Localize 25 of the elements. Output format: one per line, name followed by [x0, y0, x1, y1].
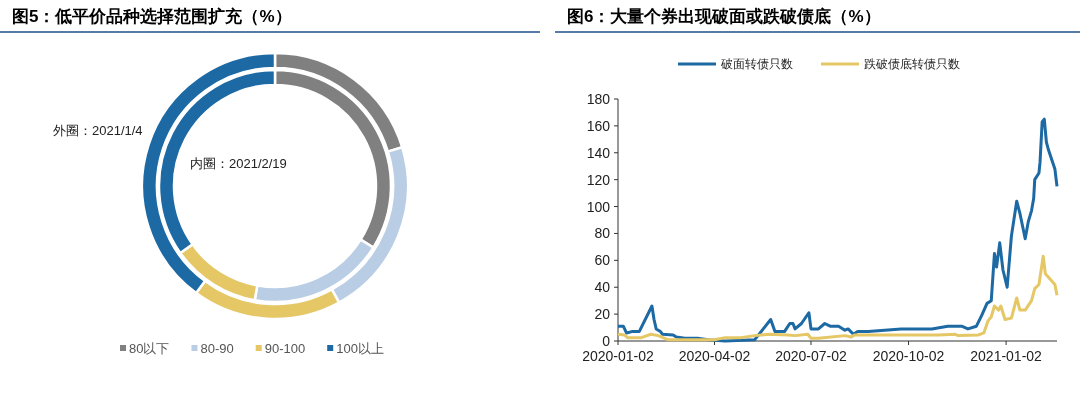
legend-label: 80以下 [129, 341, 170, 356]
chart-title: 图6：大量个券出现破面或跌破债底（%） [567, 7, 881, 26]
legend-label: 90-100 [264, 341, 306, 356]
y-tick-label: 120 [586, 171, 611, 188]
legend-label: 跌破债底转债只数 [864, 57, 960, 71]
chart-title: 图5：低平价品种选择范围扩充（%） [12, 7, 292, 26]
y-tick-label: 160 [586, 117, 611, 134]
x-tick-label: 2020-07-02 [775, 348, 848, 364]
y-tick-label: 100 [586, 198, 611, 215]
y-tick-label: 40 [594, 279, 611, 296]
x-tick-label: 2021-01-02 [970, 348, 1043, 364]
x-tick-label: 2020-04-02 [678, 348, 751, 364]
y-tick-label: 140 [586, 144, 611, 161]
y-tick-label: 20 [594, 306, 611, 323]
text: 外圈：2021/1/4 [53, 123, 143, 138]
y-tick-label: 80 [594, 225, 611, 242]
legend-label: 破面转债只数 [720, 57, 793, 71]
legend-label: 80-90 [200, 341, 234, 356]
y-tick-label: 60 [594, 252, 611, 269]
legend-label: 100以上 [336, 341, 384, 356]
x-tick-label: 2020-01-02 [582, 348, 655, 364]
y-tick-label: 180 [586, 91, 611, 107]
y-tick-label: 0 [602, 333, 611, 349]
text: 内圈：2021/2/19 [190, 156, 287, 171]
x-tick-label: 2020-10-02 [872, 348, 945, 364]
